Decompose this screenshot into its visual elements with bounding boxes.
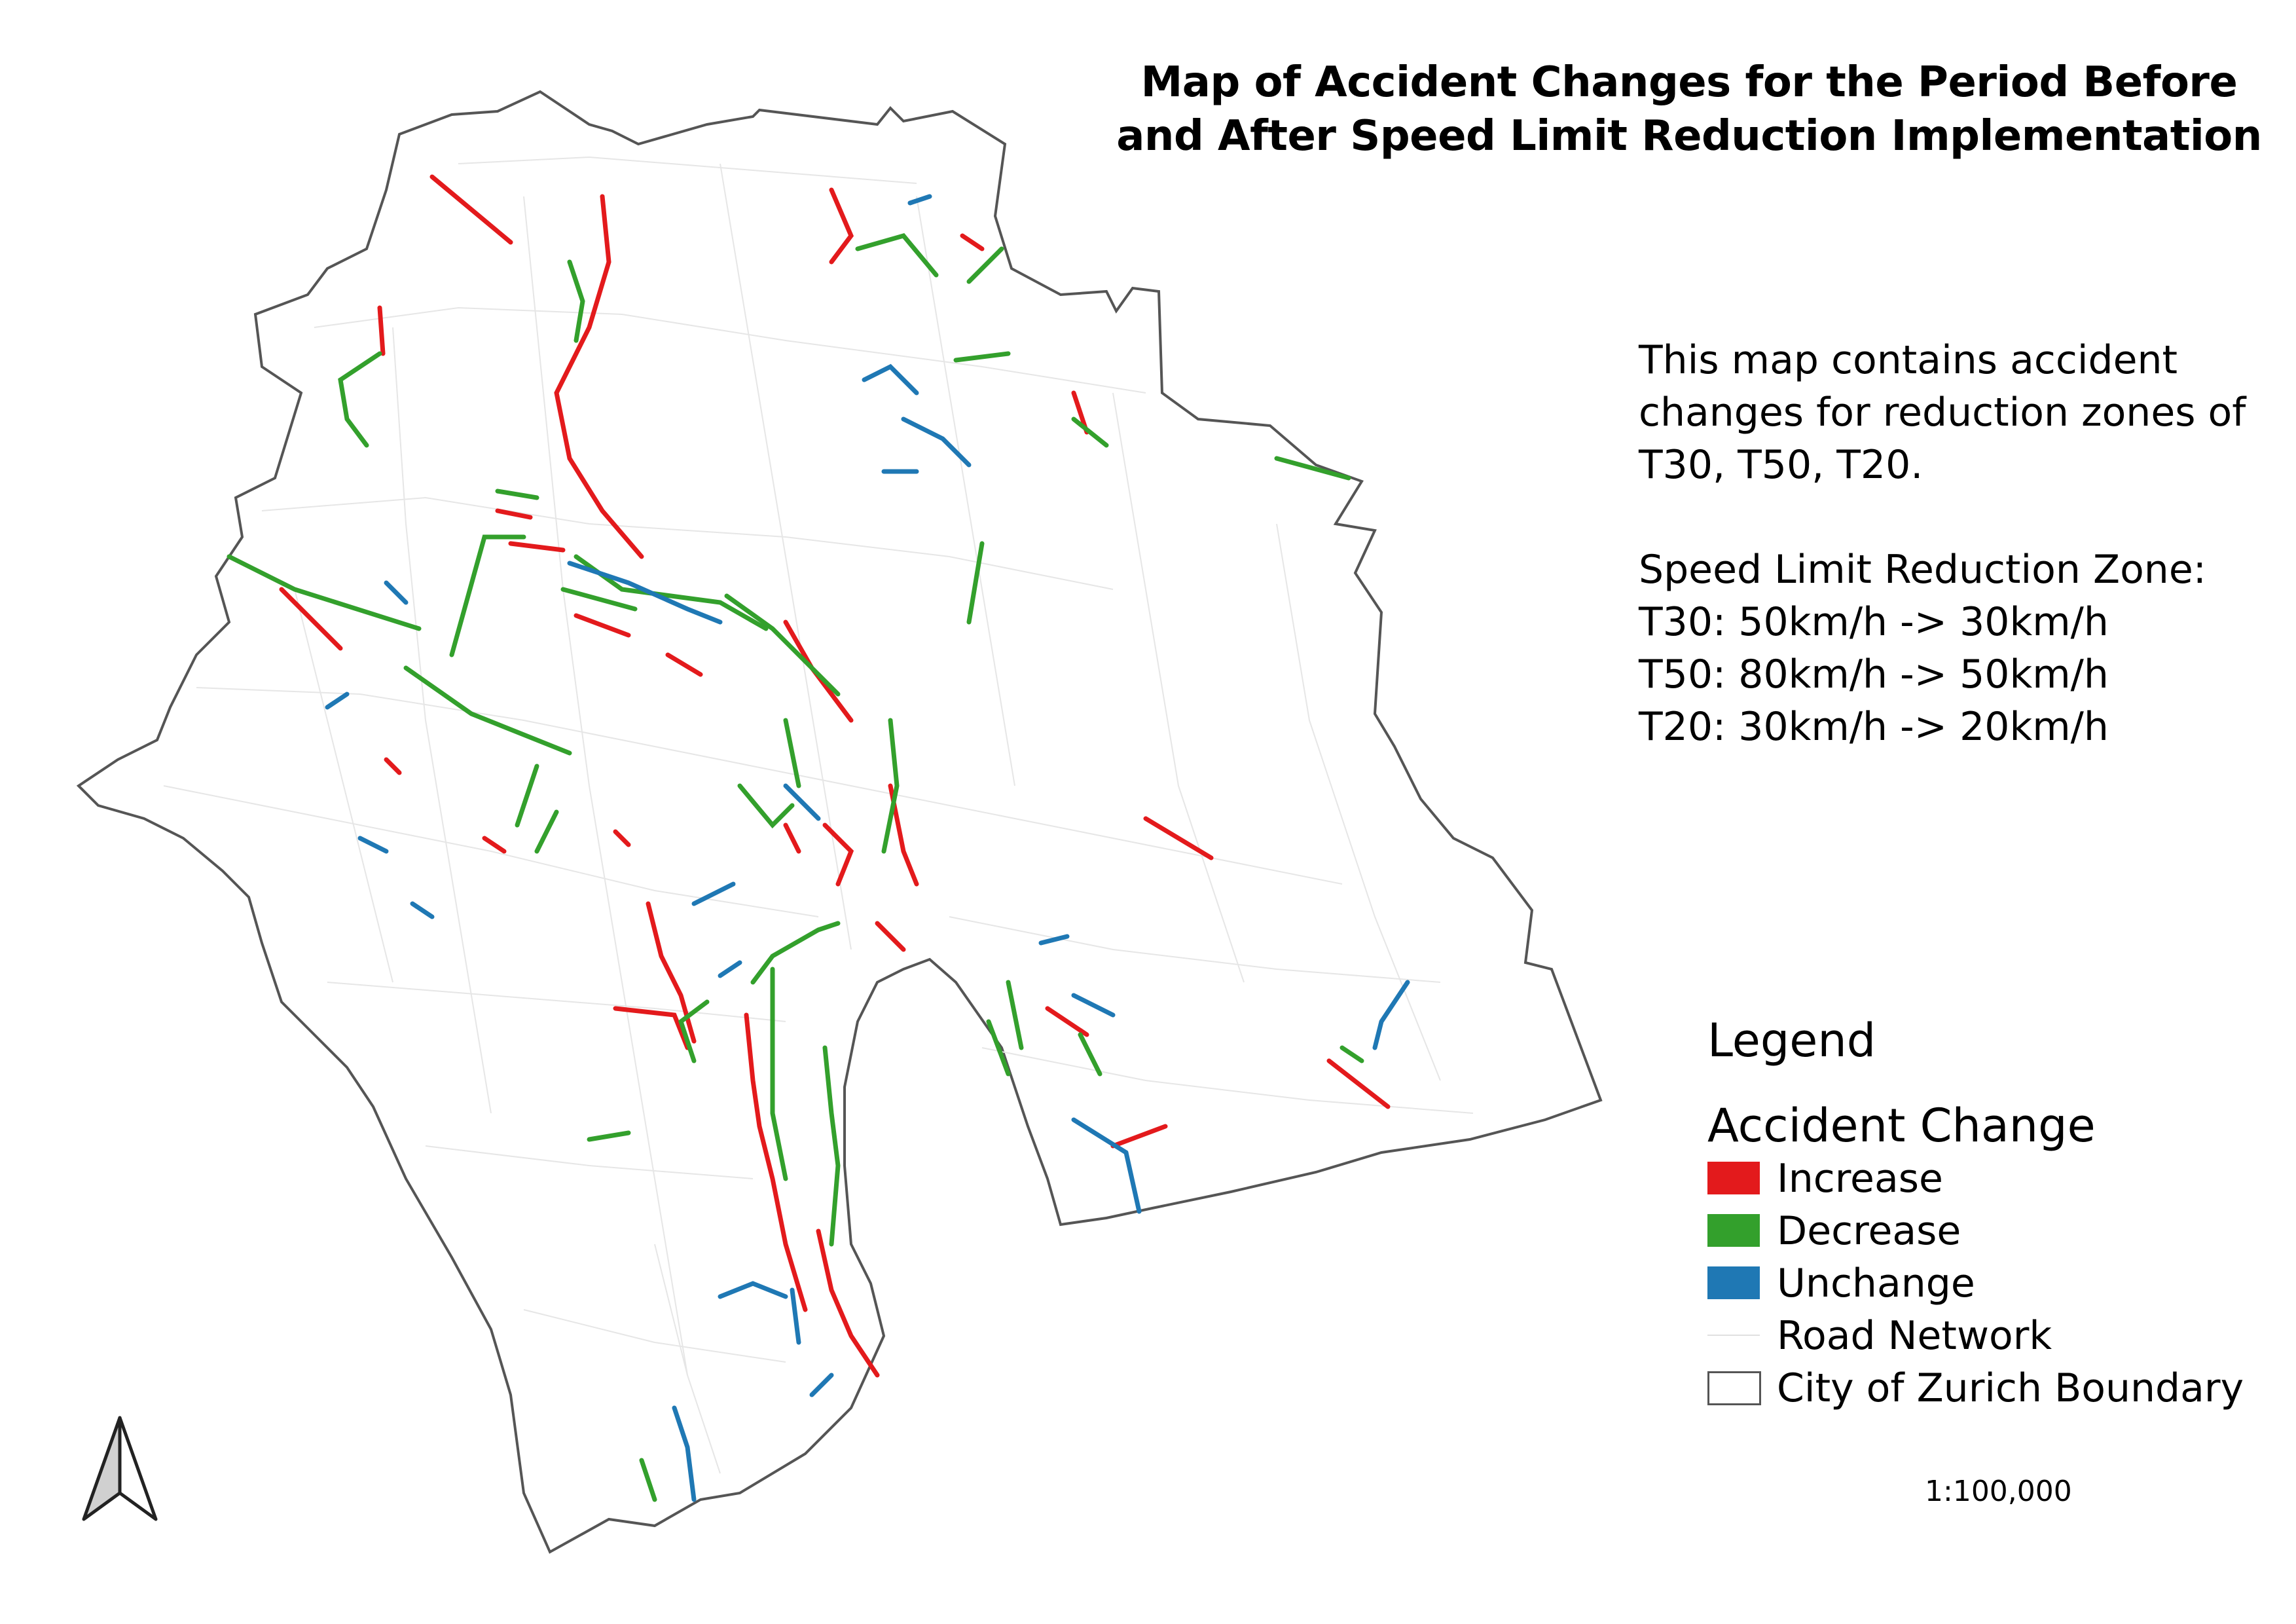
city-boundary	[76, 90, 1603, 1554]
legend-swatch-city-boundary	[1707, 1371, 1761, 1405]
legend-label: Decrease	[1777, 1208, 1961, 1254]
legend-label: Unchange	[1777, 1261, 1975, 1306]
legend-label: City of Zurich Boundary	[1777, 1365, 2244, 1411]
legend-title: Legend	[1707, 1014, 1876, 1067]
description-line: T30: 50km/h -> 30km/h	[1639, 599, 2109, 645]
description-line: Speed Limit Reduction Zone:	[1639, 547, 2206, 593]
description-line: This map contains accident	[1639, 337, 2178, 383]
road-network	[163, 156, 1474, 1474]
legend-group-title: Accident Change	[1707, 1099, 2096, 1153]
legend-swatch-unchange	[1707, 1266, 1760, 1299]
decrease-segments	[227, 233, 1364, 1502]
map-title-line-1: Map of Accident Changes for the Period B…	[1140, 58, 2238, 107]
description-line: T50: 80km/h -> 50km/h	[1639, 652, 2109, 697]
legend-label: Increase	[1777, 1156, 1943, 1202]
legend-label: Road Network	[1777, 1313, 2052, 1359]
map-scale: 1:100,000	[1925, 1475, 2072, 1508]
north-arrow-icon	[82, 1416, 158, 1521]
description-line: T20: 30km/h -> 20km/h	[1639, 704, 2109, 750]
legend-swatch-road-network	[1707, 1335, 1760, 1336]
legend-swatch-decrease	[1707, 1214, 1760, 1247]
increase-segments	[279, 174, 1391, 1378]
description-line: T30, T50, T20.	[1639, 442, 1923, 488]
description-line: changes for reduction zones of	[1639, 390, 2246, 435]
unchange-segments	[325, 194, 1410, 1502]
legend-swatch-increase	[1707, 1162, 1760, 1194]
map-title-line-2: and After Speed Limit Reduction Implemen…	[1116, 112, 2262, 160]
